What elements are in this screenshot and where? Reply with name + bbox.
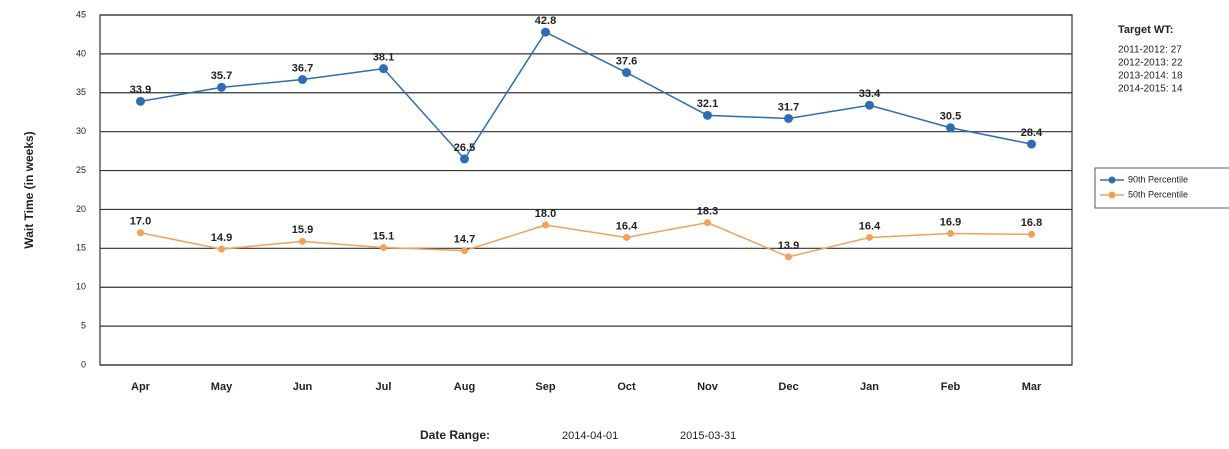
data-label: 16.9	[940, 216, 961, 228]
x-tick-label: Oct	[617, 381, 636, 393]
data-point	[623, 233, 630, 241]
y-tick-label: 40	[76, 48, 86, 58]
data-point	[704, 219, 711, 227]
data-label: 17.0	[130, 216, 151, 228]
target: 2014-2015: 14	[1118, 84, 1183, 95]
data-point	[461, 247, 468, 255]
y-tick-label: 45	[76, 9, 86, 19]
data-label: 18.3	[697, 206, 718, 218]
x-tick-label: Nov	[697, 381, 719, 393]
data-point	[785, 253, 792, 261]
data-point	[299, 237, 306, 245]
legend-marker	[1108, 176, 1116, 184]
x-tick-label: Sep	[535, 381, 555, 393]
data-label: 15.1	[373, 230, 394, 242]
y-tick-label: 25	[76, 165, 86, 175]
data-label: 30.5	[940, 111, 961, 123]
data-label: 28.4	[1021, 127, 1043, 139]
data-label: 37.6	[616, 55, 637, 67]
data-point	[298, 75, 307, 85]
data-label: 16.4	[616, 220, 638, 232]
x-tick-label: May	[211, 381, 233, 393]
legend-label: 50th Percentile	[1128, 189, 1188, 199]
date-end: 2015-03-31	[680, 430, 736, 442]
y-tick-label: 35	[76, 87, 86, 97]
y-tick-label: 10	[76, 282, 86, 292]
data-label: 32.1	[697, 98, 718, 110]
data-label: 33.4	[859, 88, 881, 100]
data-point	[379, 64, 388, 74]
target: 2013-2014: 18	[1118, 71, 1183, 82]
data-point	[541, 27, 550, 37]
target: 2011-2012: 27	[1118, 45, 1182, 56]
series-line	[140, 221, 1032, 258]
data-point	[784, 113, 793, 123]
plot-border	[99, 14, 1073, 366]
legend-box	[1094, 167, 1229, 209]
series-line	[140, 31, 1032, 161]
data-label: 36.7	[292, 62, 313, 74]
data-point	[217, 82, 226, 92]
y-tick-label: 0	[81, 359, 86, 369]
data-label: 33.9	[130, 84, 151, 96]
date-range-label: Date Range:	[420, 428, 490, 442]
target-title: Target WT:	[1118, 24, 1173, 36]
data-label: 35.7	[211, 70, 232, 82]
y-tick-label: 30	[76, 126, 86, 136]
data-point	[865, 100, 874, 110]
data-point	[218, 245, 225, 253]
x-tick-label: Jan	[860, 381, 879, 393]
data-point	[622, 68, 631, 78]
data-point	[866, 233, 873, 241]
legend-marker	[1108, 191, 1116, 199]
data-point	[703, 110, 712, 120]
data-point	[947, 230, 954, 238]
data-point	[136, 96, 145, 106]
y-tick-label: 15	[76, 243, 86, 253]
data-label: 14.7	[454, 234, 475, 246]
data-point	[1027, 139, 1036, 149]
data-point	[1028, 230, 1035, 238]
legend-label: 90th Percentile	[1128, 174, 1188, 184]
data-label: 18.0	[535, 208, 556, 220]
data-point	[380, 244, 387, 252]
data-point	[137, 229, 144, 237]
data-label: 14.9	[211, 232, 232, 244]
x-tick-label: Mar	[1022, 381, 1042, 393]
y-axis-label: Wait Time (in weeks)	[22, 131, 36, 248]
x-tick-label: Feb	[941, 381, 961, 393]
data-point	[946, 123, 955, 133]
x-tick-label: Aug	[454, 381, 475, 393]
x-tick-label: Apr	[131, 381, 151, 393]
data-label: 16.8	[1021, 217, 1042, 229]
data-point	[460, 154, 469, 164]
data-point	[542, 221, 549, 229]
data-label: 31.7	[778, 101, 799, 113]
data-label: 15.9	[292, 224, 313, 236]
y-tick-label: 20	[76, 204, 86, 214]
date-start: 2014-04-01	[562, 430, 618, 442]
data-label: 13.9	[778, 240, 799, 252]
x-tick-label: Dec	[778, 381, 798, 393]
x-tick-label: Jul	[376, 381, 392, 393]
data-label: 38.1	[373, 52, 394, 64]
target: 2012-2013: 22	[1118, 58, 1183, 69]
data-label: 16.4	[859, 220, 881, 232]
y-tick-label: 5	[81, 320, 86, 330]
data-label: 26.5	[454, 142, 475, 154]
x-tick-label: Jun	[293, 381, 313, 393]
data-label: 42.8	[535, 15, 556, 27]
